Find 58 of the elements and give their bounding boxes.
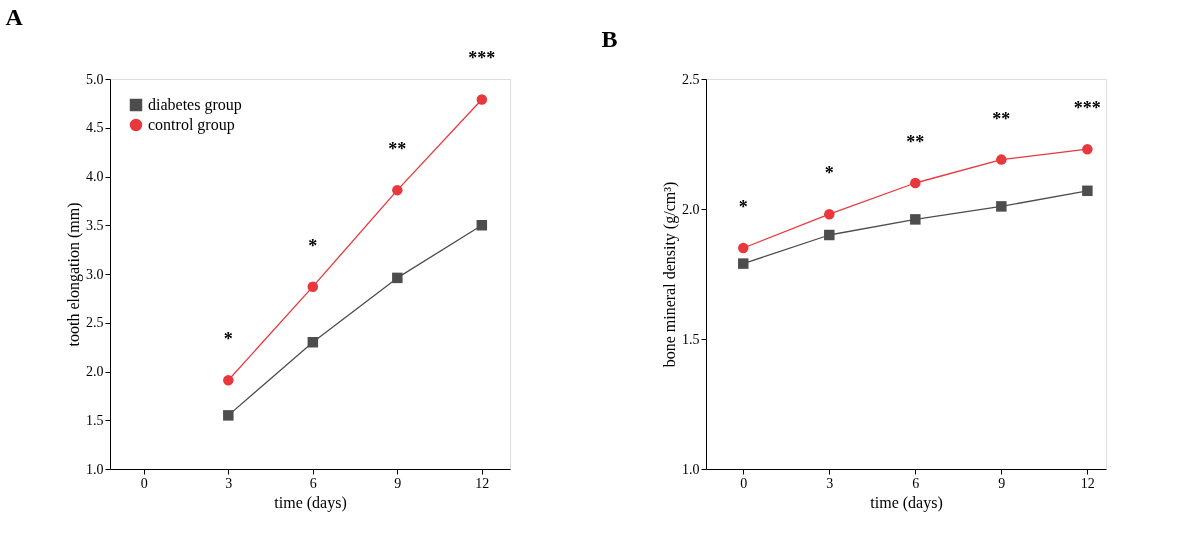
point (476, 220, 488, 231)
point (1082, 185, 1093, 197)
x-tick-label: 6 (912, 475, 920, 491)
point (223, 375, 234, 386)
legend-label: control group (148, 116, 235, 134)
x-tick-label: 3 (826, 475, 834, 491)
point (738, 242, 749, 254)
y-tick-label: 2.5 (682, 71, 700, 87)
chart-title: A (5, 4, 24, 31)
point (996, 154, 1007, 165)
y-tick-label: 4.5 (86, 120, 104, 136)
y-tick-label: 1.5 (86, 412, 104, 428)
point (1082, 143, 1093, 155)
point (738, 258, 749, 269)
point (996, 201, 1007, 212)
y-axis-title: bone mineral density (g/cm³) (661, 181, 679, 368)
annotation: * (308, 235, 318, 256)
point (476, 94, 488, 105)
x-tick-label: 9 (394, 475, 402, 491)
y-tick-label: 1.0 (682, 461, 700, 477)
x-tick-label: 0 (740, 475, 748, 491)
y-tick-label: 5.0 (86, 71, 104, 87)
y-tick-label: 2.5 (86, 315, 104, 331)
x-tick-label: 9 (998, 475, 1006, 491)
point (910, 214, 921, 225)
y-tick-label: 2.0 (86, 364, 104, 379)
x-tick-label: 0 (140, 475, 148, 491)
y-tick-label: 3.0 (86, 266, 104, 282)
annotation: ** (992, 108, 1011, 129)
chart-title: B (601, 26, 618, 52)
point (824, 208, 835, 220)
y-axis-title: tooth elongation (mm) (65, 202, 83, 347)
x-tick-label: 3 (225, 475, 233, 491)
y-tick-label: 1.0 (86, 461, 104, 477)
y-tick-label: 4.0 (86, 169, 104, 184)
text: *** (468, 48, 496, 69)
point (392, 184, 403, 196)
point (223, 410, 234, 421)
annotation: * (738, 197, 748, 217)
x-axis-title: time (days) (870, 493, 943, 512)
y-tick-label: 3.5 (86, 217, 104, 233)
y-tick-label: 2.0 (682, 201, 700, 217)
point (392, 272, 403, 284)
annotation: ** (388, 139, 407, 160)
x-axis-title: time (days) (274, 493, 347, 512)
point (824, 229, 835, 241)
annotation: * (223, 329, 233, 350)
legend-label: diabetes group (148, 96, 242, 114)
x-tick-label: 12 (475, 475, 490, 491)
annotation: * (824, 163, 834, 184)
annotation: *** (1073, 98, 1101, 119)
point (307, 281, 319, 292)
x-tick-label: 12 (1080, 475, 1095, 491)
annotation: ** (906, 132, 925, 152)
point (307, 337, 319, 348)
y-tick-label: 1.5 (682, 331, 700, 347)
x-tick-label: 6 (309, 475, 317, 491)
point (910, 177, 921, 189)
